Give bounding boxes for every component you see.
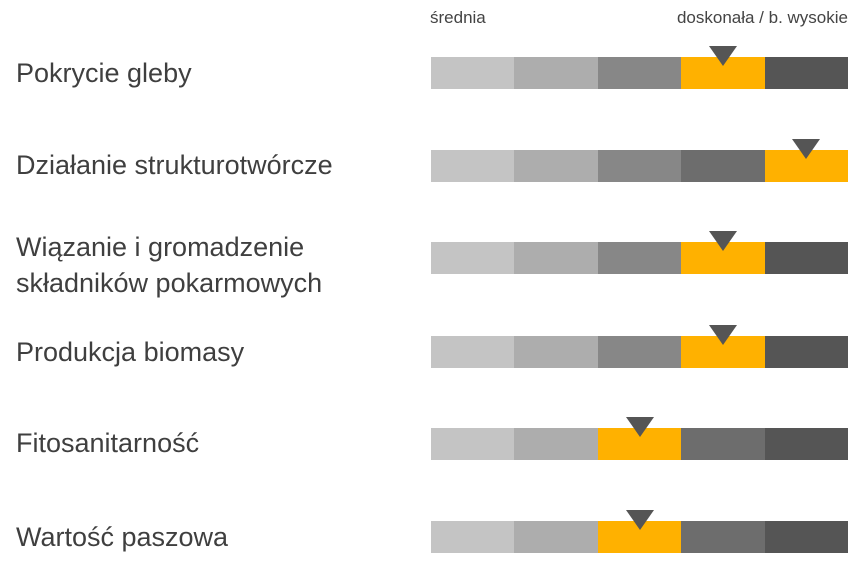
rating-marker [708, 46, 737, 66]
row-label: Pokrycie gleby [16, 58, 192, 88]
rating-marker [708, 325, 737, 345]
rating-segment [681, 150, 765, 182]
scale-low-label: średnia [430, 8, 486, 27]
rating-segment [514, 521, 598, 553]
rating-segment [431, 336, 515, 368]
rating-segment [681, 428, 765, 460]
rating-segment [764, 336, 849, 368]
rating-segment [431, 428, 515, 460]
rating-bar [431, 325, 849, 368]
rating-segment [764, 428, 849, 460]
rating-bar [431, 417, 849, 460]
row-label: Wartość paszowa [16, 522, 229, 552]
row-label: Fitosanitarność [16, 428, 200, 458]
rating-marker [792, 139, 821, 159]
rating-bar [431, 139, 849, 182]
scale-high-label: doskonała / b. wysokie [676, 8, 848, 27]
rating-segment [514, 242, 598, 274]
rating-segment [514, 336, 598, 368]
rating-bar [431, 510, 849, 553]
rating-segment [431, 242, 515, 274]
rating-segment [514, 428, 598, 460]
rating-marker [708, 231, 737, 251]
rating-segment [764, 521, 849, 553]
rating-segment [431, 57, 515, 89]
rating-segment [597, 150, 682, 182]
rating-bar [431, 46, 849, 89]
rating-segment [514, 150, 598, 182]
rating-segment [431, 521, 515, 553]
rating-marker [625, 417, 654, 437]
rating-segment [597, 336, 682, 368]
row-label: Działanie strukturotwórcze [16, 150, 333, 180]
rating-segment [764, 242, 849, 274]
rating-bar [431, 231, 849, 274]
rating-segment [597, 242, 682, 274]
rating-segment [764, 57, 849, 89]
rating-segment [597, 57, 682, 89]
rating-marker [625, 510, 654, 530]
rating-segment [514, 57, 598, 89]
rating-segment [431, 150, 515, 182]
row-label: Wiązanie i gromadzenie składników pokarm… [16, 232, 323, 298]
row-label: Produkcja biomasy [16, 337, 245, 367]
rating-segment [681, 521, 765, 553]
